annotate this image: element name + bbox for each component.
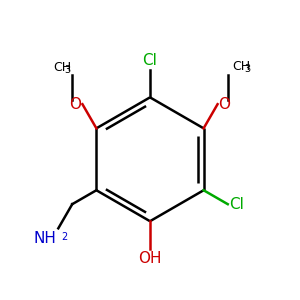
Text: 3: 3 (65, 65, 71, 75)
Text: OH: OH (138, 250, 162, 266)
Text: Cl: Cl (229, 197, 244, 212)
Text: O: O (218, 97, 230, 112)
Text: CH: CH (232, 60, 250, 73)
Text: CH: CH (54, 61, 72, 74)
Text: 3: 3 (244, 64, 250, 74)
Text: 2: 2 (61, 232, 68, 242)
Text: O: O (70, 97, 82, 112)
Text: NH: NH (34, 231, 57, 246)
Text: Cl: Cl (142, 53, 158, 68)
